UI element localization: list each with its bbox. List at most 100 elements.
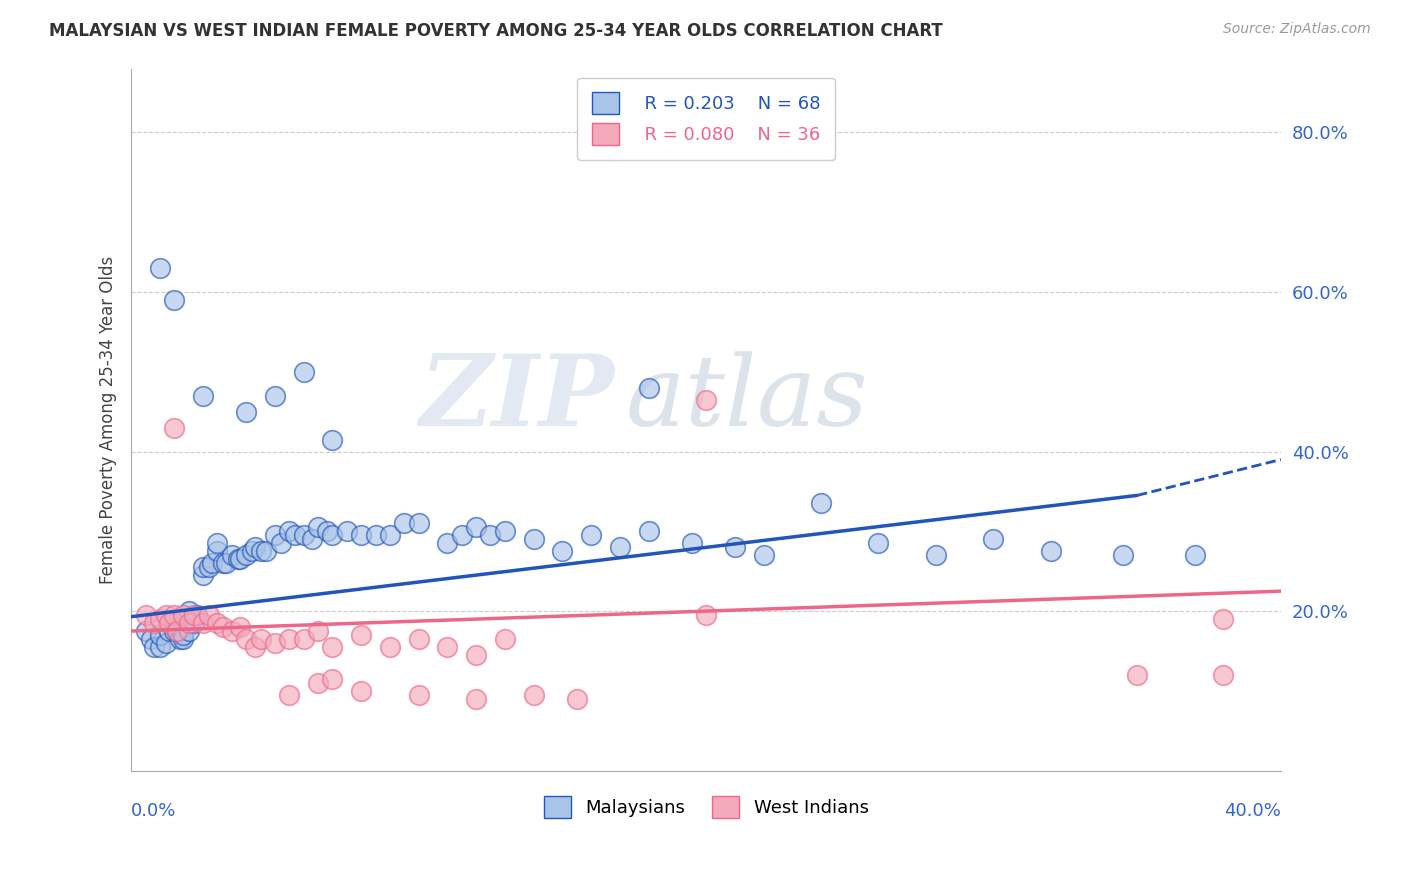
- Point: [135, 608, 157, 623]
- Point: [637, 381, 659, 395]
- Point: [565, 691, 588, 706]
- Point: [254, 544, 277, 558]
- Point: [177, 624, 200, 638]
- Point: [494, 524, 516, 539]
- Point: [868, 536, 890, 550]
- Point: [551, 544, 574, 558]
- Point: [408, 516, 430, 531]
- Point: [135, 624, 157, 638]
- Point: [465, 691, 488, 706]
- Point: [207, 544, 229, 558]
- Point: [229, 552, 252, 566]
- Point: [378, 640, 401, 654]
- Point: [394, 516, 416, 531]
- Point: [221, 624, 243, 638]
- Point: [321, 640, 343, 654]
- Text: 0.0%: 0.0%: [131, 802, 177, 821]
- Point: [378, 528, 401, 542]
- Point: [143, 616, 166, 631]
- Point: [436, 536, 458, 550]
- Point: [186, 608, 208, 623]
- Text: 40.0%: 40.0%: [1225, 802, 1281, 821]
- Point: [163, 616, 186, 631]
- Point: [307, 520, 329, 534]
- Point: [249, 632, 271, 646]
- Point: [321, 433, 343, 447]
- Point: [157, 616, 180, 631]
- Point: [752, 548, 775, 562]
- Point: [169, 632, 191, 646]
- Text: Source: ZipAtlas.com: Source: ZipAtlas.com: [1223, 22, 1371, 37]
- Point: [149, 628, 172, 642]
- Point: [307, 676, 329, 690]
- Point: [221, 548, 243, 562]
- Point: [163, 624, 186, 638]
- Point: [1112, 548, 1135, 562]
- Point: [810, 496, 832, 510]
- Point: [350, 528, 373, 542]
- Point: [235, 632, 257, 646]
- Point: [212, 620, 235, 634]
- Point: [243, 640, 266, 654]
- Point: [149, 640, 172, 654]
- Point: [149, 612, 172, 626]
- Point: [925, 548, 948, 562]
- Point: [724, 541, 747, 555]
- Text: MALAYSIAN VS WEST INDIAN FEMALE POVERTY AMONG 25-34 YEAR OLDS CORRELATION CHART: MALAYSIAN VS WEST INDIAN FEMALE POVERTY …: [49, 22, 943, 40]
- Point: [155, 636, 177, 650]
- Point: [284, 528, 307, 542]
- Point: [212, 556, 235, 570]
- Point: [350, 628, 373, 642]
- Point: [163, 608, 186, 623]
- Point: [166, 624, 188, 638]
- Point: [408, 632, 430, 646]
- Point: [609, 541, 631, 555]
- Point: [1212, 612, 1234, 626]
- Point: [155, 608, 177, 623]
- Point: [183, 616, 205, 631]
- Point: [177, 616, 200, 631]
- Point: [166, 624, 188, 638]
- Point: [465, 520, 488, 534]
- Point: [292, 365, 315, 379]
- Point: [408, 688, 430, 702]
- Point: [149, 260, 172, 275]
- Point: [278, 688, 301, 702]
- Point: [983, 533, 1005, 547]
- Point: [198, 560, 221, 574]
- Point: [350, 684, 373, 698]
- Point: [301, 533, 323, 547]
- Point: [1126, 668, 1149, 682]
- Point: [321, 528, 343, 542]
- Point: [315, 524, 337, 539]
- Point: [278, 632, 301, 646]
- Point: [681, 536, 703, 550]
- Legend: Malaysians, West Indians: Malaysians, West Indians: [536, 789, 876, 825]
- Point: [191, 560, 214, 574]
- Point: [307, 624, 329, 638]
- Point: [229, 620, 252, 634]
- Point: [321, 672, 343, 686]
- Point: [177, 604, 200, 618]
- Point: [436, 640, 458, 654]
- Point: [695, 608, 717, 623]
- Point: [198, 608, 221, 623]
- Point: [249, 544, 271, 558]
- Point: [207, 616, 229, 631]
- Point: [278, 524, 301, 539]
- Point: [191, 616, 214, 631]
- Point: [143, 640, 166, 654]
- Point: [141, 632, 163, 646]
- Y-axis label: Female Poverty Among 25-34 Year Olds: Female Poverty Among 25-34 Year Olds: [100, 255, 117, 583]
- Point: [292, 528, 315, 542]
- Point: [364, 528, 387, 542]
- Text: ZIP: ZIP: [419, 351, 614, 447]
- Point: [494, 632, 516, 646]
- Point: [183, 608, 205, 623]
- Point: [191, 568, 214, 582]
- Point: [1212, 668, 1234, 682]
- Point: [292, 632, 315, 646]
- Point: [336, 524, 359, 539]
- Point: [207, 536, 229, 550]
- Point: [172, 608, 194, 623]
